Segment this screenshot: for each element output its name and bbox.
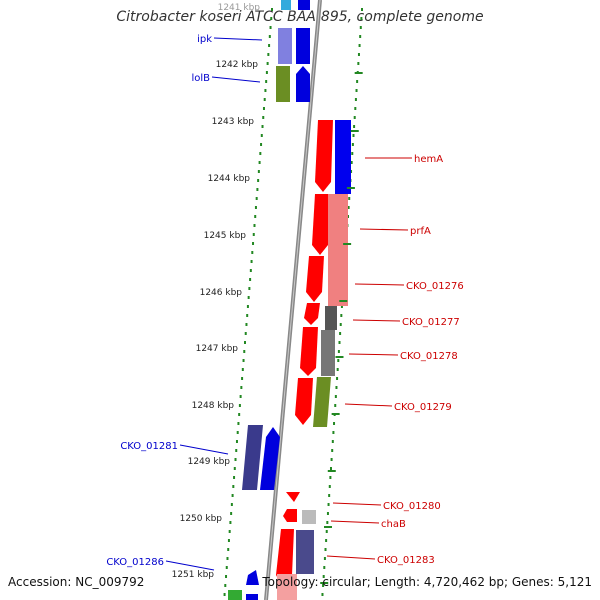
gene-label-hemA: hemA bbox=[414, 154, 443, 165]
gene-label-CKO_01279: CKO_01279 bbox=[394, 402, 452, 413]
kbp-tick-label: 1251 kbp bbox=[172, 570, 215, 580]
gene-feature-prfA-lane2 bbox=[328, 194, 348, 306]
gene-label-CKO_01280: CKO_01280 bbox=[383, 501, 441, 512]
gene-feature-CKO_01279-lane1 bbox=[295, 378, 313, 425]
gene-feature-lolB-lane1 bbox=[276, 66, 290, 102]
gene-label-ipk: ipk bbox=[197, 34, 212, 45]
kbp-tick-label: 1247 kbp bbox=[196, 344, 239, 354]
gene-feature-ipk-lane2 bbox=[296, 28, 310, 64]
gene-feature-prfA-lane1 bbox=[312, 194, 330, 255]
gene-feature-top-cyan bbox=[281, 0, 291, 10]
genome-summary-text: Topology: circular; Length: 4,720,462 bp… bbox=[262, 575, 592, 589]
gene-label-chaB: chaB bbox=[381, 519, 406, 530]
gene-labels: ipk lolB CKO_01281 CKO_01286 hemA prfA CKO_012… bbox=[106, 34, 464, 571]
kbp-tick-label: 1243 kbp bbox=[212, 117, 255, 127]
gene-feature-lolB-lane2 bbox=[296, 66, 310, 102]
gene-label-CKO_01276: CKO_01276 bbox=[406, 281, 464, 292]
gene-feature-CKO_01276-lane1 bbox=[306, 256, 324, 302]
gene-feature-CKO_01278-lane2 bbox=[321, 330, 335, 376]
gene-feature-top-blue bbox=[298, 0, 310, 10]
kbp-tick-label: 1250 kbp bbox=[180, 514, 223, 524]
kbp-tick-label: 1246 kbp bbox=[200, 288, 243, 298]
gene-feature-CKO_01283-lane2 bbox=[296, 530, 314, 574]
gene-feature-chaB-lane1 bbox=[283, 509, 297, 522]
gene-feature-CKO_01278-lane1 bbox=[300, 327, 318, 376]
gene-feature-CKO_01279-lane2 bbox=[313, 377, 331, 427]
gene-label-CKO_01283: CKO_01283 bbox=[377, 555, 435, 566]
gene-feature-CKO_01277-lane2 bbox=[325, 306, 337, 330]
gene-label-CKO_01281: CKO_01281 bbox=[120, 441, 178, 452]
gene-label-CKO_01278: CKO_01278 bbox=[400, 351, 458, 362]
gene-feature-bottom-pink bbox=[277, 574, 297, 600]
gene-feature-CKO_01286-lane1 bbox=[246, 570, 259, 585]
reverse-features bbox=[276, 120, 351, 600]
gene-label-lolB: lolB bbox=[191, 73, 210, 84]
accession-text: Accession: NC_009792 bbox=[8, 575, 145, 589]
gene-feature-CKO_01281-lane1 bbox=[242, 425, 263, 490]
gene-label-prfA: prfA bbox=[410, 226, 431, 237]
kbp-tick-label: 1249 kbp bbox=[188, 457, 231, 467]
map-title: Citrobacter koseri ATCC BAA-895, complet… bbox=[116, 9, 484, 25]
kbp-tick-label: 1244 kbp bbox=[208, 174, 251, 184]
kbp-tick-label: 1248 kbp bbox=[192, 401, 235, 411]
kbp-ticks: 1241 kbp 1242 kbp 1243 kbp 1244 kbp 1245 kbp… bbox=[172, 3, 363, 584]
kbp-tick-label: 1242 kbp bbox=[216, 60, 259, 70]
gene-feature-bottom-green bbox=[228, 590, 242, 600]
gene-feature-ipk-lane1 bbox=[278, 28, 292, 64]
gene-feature-hemA-lane2 bbox=[335, 120, 351, 194]
kbp-tick-label: 1241 kbp bbox=[218, 3, 261, 13]
gene-feature-chaB-lane2 bbox=[302, 510, 316, 524]
kbp-tick-label: 1245 kbp bbox=[204, 231, 247, 241]
gene-label-CKO_01277: CKO_01277 bbox=[402, 317, 460, 328]
gene-label-CKO_01286: CKO_01286 bbox=[106, 557, 164, 568]
gene-feature-CKO_01280-lane1 bbox=[286, 492, 300, 502]
gene-feature-hemA-lane1 bbox=[315, 120, 333, 192]
gene-feature-bottom-blue bbox=[246, 594, 258, 600]
gene-feature-CKO_01281-lane2 bbox=[260, 427, 280, 490]
forward-features bbox=[228, 0, 310, 600]
gene-feature-CKO_01277-lane1 bbox=[304, 303, 320, 325]
